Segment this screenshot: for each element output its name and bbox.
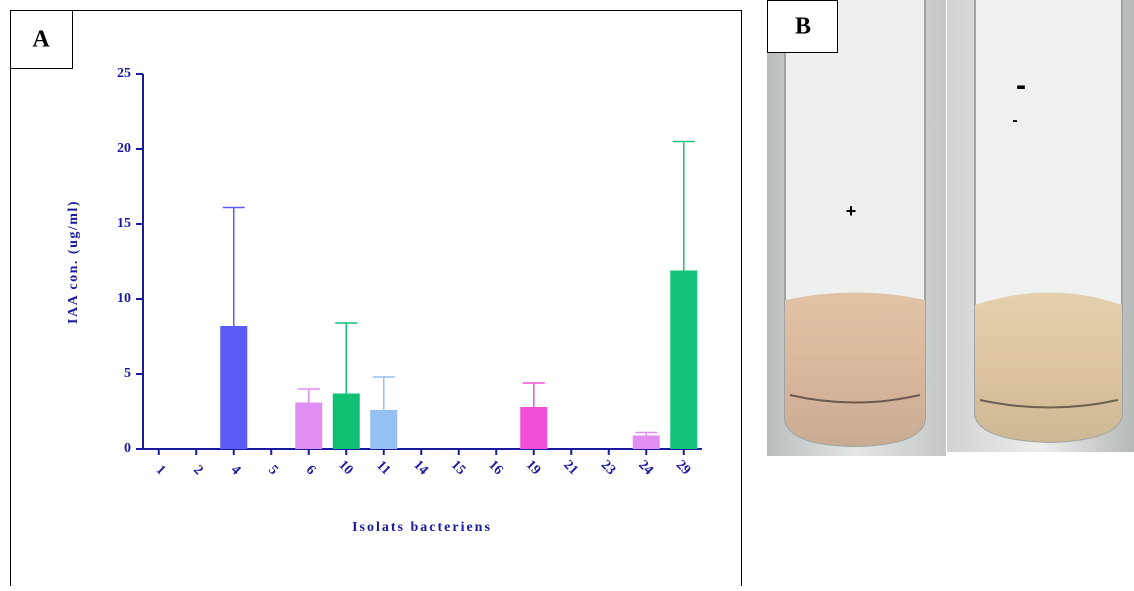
panel-a-label-box	[10, 10, 73, 69]
photo-mark: +	[846, 201, 857, 221]
y-tick-label: 25	[117, 66, 131, 81]
y-tick-label: 10	[117, 291, 131, 306]
y-tick-label: 5	[124, 366, 131, 381]
x-tick-label: 15	[448, 458, 469, 479]
bar	[220, 326, 248, 449]
photo	[767, 0, 1134, 456]
panel-a-frame	[10, 10, 742, 591]
x-tick-label: 19	[523, 458, 544, 479]
x-tick-label: 23	[598, 458, 619, 479]
x-tick-label: 21	[560, 458, 581, 479]
x-tick-label: 6	[303, 463, 319, 479]
bar	[632, 435, 660, 449]
bar	[520, 407, 548, 449]
x-tick-label: 11	[373, 458, 393, 478]
bar	[332, 393, 360, 449]
x-tick-label: 2	[190, 463, 206, 479]
x-tick-label: 4	[228, 463, 244, 479]
y-axis-title: IAA con. (ug/ml)	[66, 200, 81, 324]
y-tick-label: 20	[117, 141, 131, 156]
y-tick-label: 15	[117, 216, 131, 231]
x-tick-label: 29	[673, 458, 694, 479]
bar	[670, 270, 698, 449]
x-tick-label: 10	[335, 458, 356, 479]
photo-mark: -	[1012, 112, 1017, 129]
panel-a-label: A	[32, 27, 50, 53]
x-tick-label: 16	[485, 458, 506, 479]
y-tick-label: 0	[124, 441, 131, 456]
x-tick-label: 1	[153, 463, 169, 479]
x-axis-title: Isolats bacteriens	[352, 520, 492, 535]
x-tick-label: 24	[635, 458, 656, 479]
panel-b-label: B	[795, 14, 811, 40]
x-tick-label: 14	[410, 458, 431, 479]
bar	[370, 410, 398, 449]
photo-mark: -	[1016, 69, 1026, 102]
bar	[295, 402, 323, 449]
x-tick-label: 5	[265, 463, 281, 479]
